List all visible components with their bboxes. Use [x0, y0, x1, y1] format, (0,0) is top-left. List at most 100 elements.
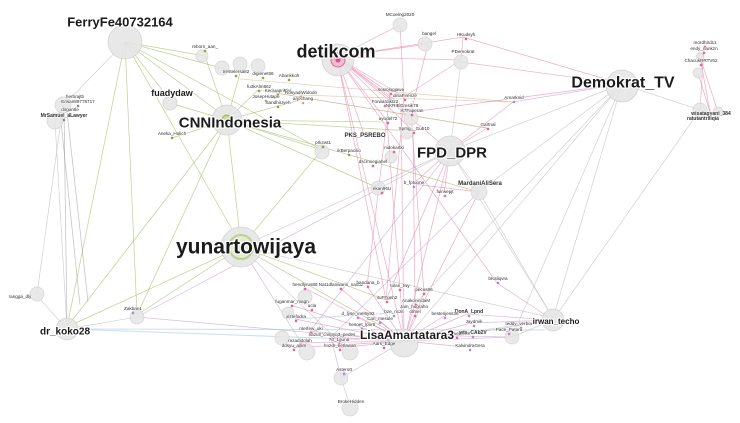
- node-mark-sosiologjawa[interactable]: [389, 92, 393, 96]
- graph-node[interactable]: [453, 54, 469, 70]
- graph-node[interactable]: [314, 144, 330, 160]
- node-mark-digienet66[interactable]: [261, 76, 265, 80]
- node-irwan_techo[interactable]: [541, 308, 565, 332]
- node-mark-Asterott[interactable]: [342, 372, 346, 376]
- node-mark-nidokartki[interactable]: [392, 150, 396, 154]
- node-mark-wts_CAb2V[interactable]: [471, 335, 475, 339]
- graph-node[interactable]: [214, 60, 230, 76]
- graph-node[interactable]: [232, 56, 248, 72]
- node-mark-nazull_crispyq3_pedes[interactable]: [330, 337, 334, 341]
- node-mark-Xpmg__Gub10[interactable]: [412, 131, 416, 135]
- graph-node[interactable]: [384, 150, 398, 164]
- node-mark-Cari_mesule[interactable]: [378, 321, 382, 325]
- graph-node[interactable]: [470, 183, 488, 201]
- graph-node[interactable]: [712, 106, 724, 118]
- graph-node[interactable]: [504, 329, 520, 345]
- node-mark-ikBerpacilio[interactable]: [347, 153, 351, 157]
- node-mark-ayodel72[interactable]: [386, 121, 390, 125]
- node-mark-SandhiUyeh[interactable]: [276, 105, 280, 109]
- node-mark-xlztefodra[interactable]: [294, 319, 298, 323]
- graph-node[interactable]: [274, 330, 290, 346]
- graph-node[interactable]: [341, 399, 359, 417]
- graph-node[interactable]: [250, 58, 266, 74]
- node-mark-NKRIBGresik78[interactable]: [400, 108, 404, 112]
- node-mark-d_lyse_inel6y92[interactable]: [356, 316, 360, 320]
- node-mark-fulrwepjt[interactable]: [443, 194, 447, 198]
- node-mark-ddsyu_adim[interactable]: [292, 348, 296, 352]
- node-mark-arjochang[interactable]: [301, 101, 305, 105]
- graph-node[interactable]: [341, 343, 359, 361]
- node-mark-b_fptuone[interactable]: [412, 185, 416, 189]
- node-mark-fu3kAlm86z[interactable]: [257, 89, 261, 93]
- graph-node[interactable]: [403, 110, 419, 126]
- node-mark-Pace_Patara[interactable]: [507, 332, 511, 336]
- node-mark-ucla[interactable]: [310, 308, 314, 312]
- graph-node[interactable]: [392, 17, 408, 33]
- node-mark-Aars_Edge[interactable]: [382, 346, 386, 350]
- node-dr_koko28[interactable]: [55, 317, 79, 341]
- node-mark-pecus66[interactable]: [422, 292, 426, 296]
- graph-node[interactable]: [29, 286, 45, 302]
- node-mark-herbrajtb[interactable]: [73, 99, 77, 103]
- graph-node[interactable]: [692, 102, 708, 118]
- node-mark-Zakban1[interactable]: [131, 311, 135, 315]
- node-mark-bandana_b[interactable]: [366, 285, 370, 289]
- node-mark-is7Faperan[interactable]: [410, 113, 414, 117]
- node-mark-KecluapriRiyi[interactable]: [276, 93, 280, 97]
- node-mark-Forwardjkt22[interactable]: [383, 104, 387, 108]
- node-fuadydaw[interactable]: [162, 95, 178, 111]
- node-mark-teddy_verbowo[interactable]: [519, 326, 523, 330]
- node-mark-Amarknid[interactable]: [512, 100, 516, 104]
- node-mark-Nat1dlanwarin_nandz[interactable]: [339, 287, 343, 291]
- node-mark-endy_nankzn[interactable]: [702, 51, 706, 55]
- graph-node[interactable]: [54, 96, 72, 114]
- node-Demokrat_TV[interactable]: [605, 69, 639, 103]
- node-mark-Jaydmik[interactable]: [472, 324, 476, 328]
- graph-node[interactable]: [370, 180, 386, 196]
- graph-node[interactable]: [695, 52, 705, 62]
- node-mark-DonA_Lpnd[interactable]: [467, 314, 471, 318]
- graph-node[interactable]: [333, 370, 349, 386]
- node-mark-mordhird11[interactable]: [703, 45, 707, 49]
- node-mark-bze_nczit[interactable]: [392, 314, 396, 318]
- node-mark-bKaliqvra[interactable]: [496, 281, 500, 285]
- node-mark-nterfew_uki[interactable]: [309, 331, 313, 335]
- node-mark-prkzwt1[interactable]: [321, 145, 325, 149]
- node-mark-AnakonindaM[interactable]: [414, 303, 418, 307]
- node-mark-hozdr_ketlawan[interactable]: [338, 348, 342, 352]
- node-mark-HKudsyh[interactable]: [464, 37, 468, 41]
- node-mark-otmel[interactable]: [413, 314, 417, 318]
- node-mark-Aneka_Holich[interactable]: [170, 136, 174, 140]
- node-mark-ituFFgeh2[interactable]: [385, 300, 389, 304]
- node-mark-ChacukRRTV62[interactable]: [699, 63, 703, 67]
- node-mark-Erwan89778717[interactable]: [76, 104, 80, 108]
- graph-node[interactable]: [692, 67, 704, 79]
- node-mark-dinaFirenze[interactable]: [403, 98, 407, 102]
- node-mark-RosyadiWidodo[interactable]: [299, 95, 303, 99]
- graph-node[interactable]: [195, 49, 209, 63]
- node-mark-Abankkoh[interactable]: [287, 78, 291, 82]
- node-mark-reborn_aan_[interactable]: [203, 49, 207, 53]
- node-mark-dirgantle[interactable]: [68, 112, 72, 116]
- graph-node[interactable]: [281, 306, 295, 320]
- node-mark-hesoet_lpvr6[interactable]: [360, 327, 364, 331]
- node-mark-hendlyrus86[interactable]: [303, 287, 307, 291]
- node-mark-razadidolah[interactable]: [298, 343, 302, 347]
- node-FerryFe40732164[interactable]: [107, 24, 143, 60]
- node-mark-trestelersa82[interactable]: [234, 74, 238, 78]
- node-mark-fuganmar_magn[interactable]: [290, 304, 294, 308]
- node-mark-FoBlikeBosat[interactable]: [455, 336, 459, 340]
- node-mark-Jam_hugraho[interactable]: [412, 309, 416, 313]
- node-mark-besterijess36[interactable]: [443, 316, 447, 320]
- node-mark-tulan_twy[interactable]: [398, 288, 402, 292]
- node-mark-Gartnal[interactable]: [486, 127, 490, 131]
- node-mark-JosepHutape[interactable]: [264, 99, 268, 103]
- node-FPD_DPR[interactable]: [434, 135, 466, 167]
- graph-node[interactable]: [298, 343, 316, 361]
- node-mark-ekan96U[interactable]: [380, 191, 384, 195]
- node-mark-73_1guna[interactable]: [337, 342, 341, 346]
- node-mark-dscrmiegiahef[interactable]: [371, 164, 375, 168]
- node-LisaAmartatara3[interactable]: [389, 328, 419, 358]
